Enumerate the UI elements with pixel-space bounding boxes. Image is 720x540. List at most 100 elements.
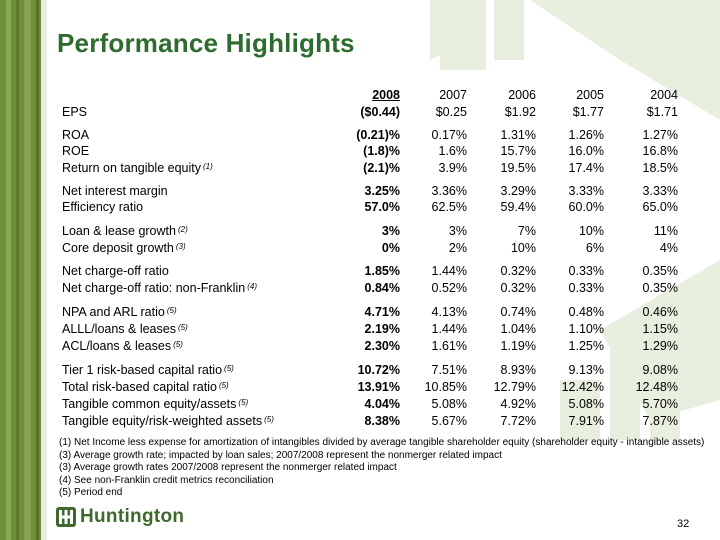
value-cell: 2% — [448, 240, 467, 255]
footnote-reference: (1) — [202, 162, 213, 171]
footnote: (5) Period end — [59, 487, 123, 499]
table-row: Total risk-based capital ratio (5) 13.91% 1… — [62, 378, 678, 395]
row-label-text: Tangible common equity/assets — [62, 397, 237, 411]
table-row: Net charge-off ratio: non-Franklin (4) 0.8… — [62, 279, 678, 296]
row-label-text: NPA and ARL ratio — [62, 305, 165, 319]
value-cell: 59.4% — [500, 200, 536, 214]
row-label: Core deposit growth (3) — [62, 239, 350, 256]
table-row: Net charge-off ratio 1.85% 1.44% 0.32% 0.33%… — [62, 256, 678, 279]
value-cell: 7.51% — [431, 362, 467, 377]
row-label-text: Return on tangible equity — [62, 161, 201, 175]
footnote-reference: (3) — [175, 242, 186, 251]
footnote-reference: (5) — [224, 364, 234, 373]
value-cell: 16.8% — [642, 144, 678, 158]
row-label: Loan & lease growth (2) — [62, 215, 350, 239]
performance-table: 2008 2007 2006 2005 2004 EPS ($0.44) $0.25… — [62, 86, 678, 429]
table-row: Loan & lease growth (2) 3% 3% 7% 10% 11% — [62, 215, 678, 239]
row-label: ROA — [62, 120, 350, 143]
row-label-text: Net interest margin — [62, 184, 168, 198]
value-cell: 19.5% — [500, 160, 536, 175]
value-cell: 0.52% — [431, 280, 467, 295]
value-cell: 4.92% — [500, 396, 536, 411]
value-cell: 0.35% — [642, 264, 678, 278]
value-cell: $1.77 — [572, 105, 604, 119]
value-cell: 10% — [578, 223, 604, 238]
table-row: Tangible equity/risk-weighted assets (5) 8… — [62, 412, 678, 429]
value-cell: 7.87% — [642, 413, 678, 428]
value-cell: 9.08% — [642, 362, 678, 377]
row-label: Total risk-based capital ratio (5) — [62, 378, 350, 395]
value-cell: 1.25% — [568, 338, 604, 353]
footnote-reference: (4) — [247, 282, 257, 291]
value-cell: 3.9% — [438, 160, 468, 175]
value-cell: 1.44% — [431, 321, 467, 336]
value-cell-2008: 3% — [381, 223, 400, 238]
table-row: NPA and ARL ratio (5) 4.71% 4.13% 0.74% 0.48%… — [62, 296, 678, 320]
value-cell-2008: 0.84% — [364, 280, 400, 295]
value-cell: 65.0% — [642, 200, 678, 214]
table-row: Return on tangible equity (1) (2.1)% 3.9% 19… — [62, 159, 678, 176]
value-cell-2008: (2.1)% — [363, 160, 400, 175]
value-cell-2008: 2.19% — [364, 321, 400, 336]
left-green-sidebar — [0, 0, 47, 540]
footnote: (4) See non-Franklin credit metrics reco… — [59, 474, 274, 486]
value-cell: 1.44% — [431, 264, 467, 278]
value-cell: 1.6% — [438, 144, 468, 158]
row-label-text: Net charge-off ratio: non-Franklin — [62, 281, 246, 295]
value-cell: 0.46% — [642, 304, 678, 319]
row-label-text: Total risk-based capital ratio — [62, 380, 217, 394]
row-label: ACL/loans & leases (5) — [62, 337, 350, 354]
value-cell: 17.4% — [568, 160, 604, 175]
value-cell: 1.04% — [500, 321, 536, 336]
huntington-logo-icon — [56, 507, 76, 527]
row-label-text: Net charge-off ratio — [62, 264, 169, 278]
value-cell: 7.72% — [500, 413, 536, 428]
value-cell: $1.92 — [504, 105, 536, 119]
row-label-text: ACL/loans & leases — [62, 339, 172, 353]
value-cell: 16.0% — [568, 144, 604, 158]
table-row: EPS ($0.44) $0.25 $1.92 $1.77 $1.71 — [62, 104, 678, 120]
value-cell-2008: ($0.44) — [360, 105, 400, 119]
row-label: Tangible common equity/assets (5) — [62, 395, 350, 412]
value-cell: 4% — [659, 240, 678, 255]
value-cell-2008: 4.71% — [364, 304, 400, 319]
footnote-reference: (5) — [238, 398, 249, 407]
value-cell: 3% — [448, 223, 467, 238]
header-label-cell — [62, 86, 350, 104]
row-label-text: ALLL/loans & leases — [62, 322, 176, 336]
footnote: (1) Net Income less expense for amortiza… — [59, 437, 705, 448]
value-cell: 0.33% — [568, 280, 604, 295]
footnote-reference: (5) — [177, 323, 188, 332]
slide-title: Performance Highlights — [57, 28, 355, 58]
value-cell: 60.0% — [568, 200, 604, 214]
row-label-text: ROE — [62, 144, 90, 158]
table-row: Net interest margin 3.25% 3.36% 3.29% 3.33% 3… — [62, 176, 678, 199]
value-cell: 12.42% — [561, 379, 604, 394]
value-cell: 8.93% — [500, 362, 536, 377]
value-cell: 9.13% — [568, 362, 604, 377]
value-cell-2008: 57.0% — [364, 200, 400, 214]
row-label: EPS — [62, 104, 350, 120]
row-label: Net interest margin — [62, 176, 350, 199]
row-label-text: Loan & lease growth — [62, 224, 176, 238]
value-cell: 5.08% — [431, 396, 467, 411]
value-cell: 1.15% — [642, 321, 678, 336]
row-label: Net charge-off ratio — [62, 256, 350, 279]
value-cell-2008: 0% — [381, 240, 400, 255]
value-cell: 7% — [517, 223, 536, 238]
value-cell-2008: 4.04% — [364, 396, 400, 411]
value-cell: 3.36% — [431, 184, 467, 198]
logo-text: Huntington — [80, 506, 185, 527]
value-cell: 18.5% — [642, 160, 678, 175]
value-cell: 1.29% — [642, 338, 678, 353]
footnote: (3) Average growth rate; impacted by loa… — [59, 449, 502, 461]
footnote-reference: (5) — [218, 381, 229, 390]
row-label-text: Tier 1 risk-based capital ratio — [62, 363, 223, 377]
footnote-reference: (2) — [177, 225, 188, 234]
row-label-text: Efficiency ratio — [62, 200, 144, 214]
value-cell: 0.35% — [642, 280, 678, 295]
row-label: Tier 1 risk-based capital ratio (5) — [62, 354, 350, 378]
page-number: 32 — [677, 518, 690, 530]
value-cell: 4.13% — [431, 304, 467, 319]
